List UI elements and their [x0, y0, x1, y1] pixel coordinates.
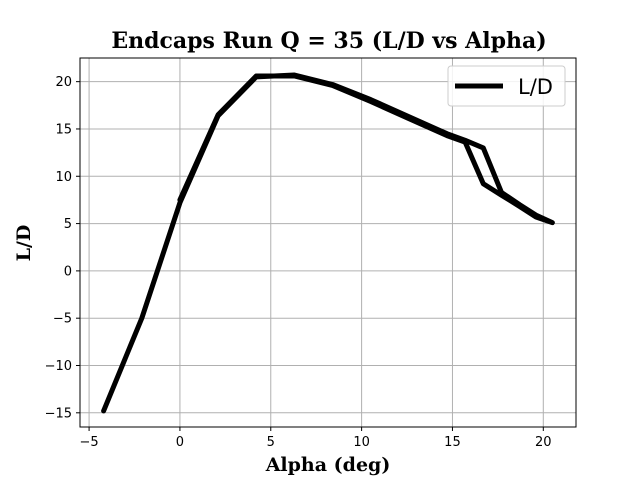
y-tick-label: 10 [55, 170, 72, 185]
y-tick-label: 20 [55, 75, 72, 90]
y-tick-label: 0 [64, 264, 72, 279]
series-line-ld [101, 72, 555, 414]
chart-title: Endcaps Run Q = 35 (L/D vs Alpha) [111, 28, 546, 54]
legend-box [447, 65, 566, 107]
y-tick-label: 15 [55, 122, 72, 137]
legend: L/D [447, 65, 566, 107]
y-tick-label: 5 [64, 217, 72, 232]
x-tick-label: 20 [535, 435, 552, 450]
plot-frame [79, 57, 577, 428]
y-tick-label: −5 [53, 312, 72, 327]
series-layer [101, 72, 555, 414]
y-axis-label: L/D [13, 225, 35, 262]
x-tick-label: 15 [444, 435, 461, 450]
x-tick-label: 10 [353, 435, 370, 450]
x-tick-label: 0 [176, 435, 184, 450]
ticks: −5 0 5 10 15 20 −15 −10 −5 0 5 10 15 20 [45, 75, 552, 450]
y-tick-label: −10 [45, 359, 72, 374]
x-axis-label: Alpha (deg) [265, 454, 391, 476]
x-tick-label: −5 [79, 435, 98, 450]
legend-label: L/D [518, 75, 553, 99]
y-tick-label: −15 [45, 406, 72, 421]
grid [80, 58, 576, 427]
x-tick-label: 5 [267, 435, 275, 450]
